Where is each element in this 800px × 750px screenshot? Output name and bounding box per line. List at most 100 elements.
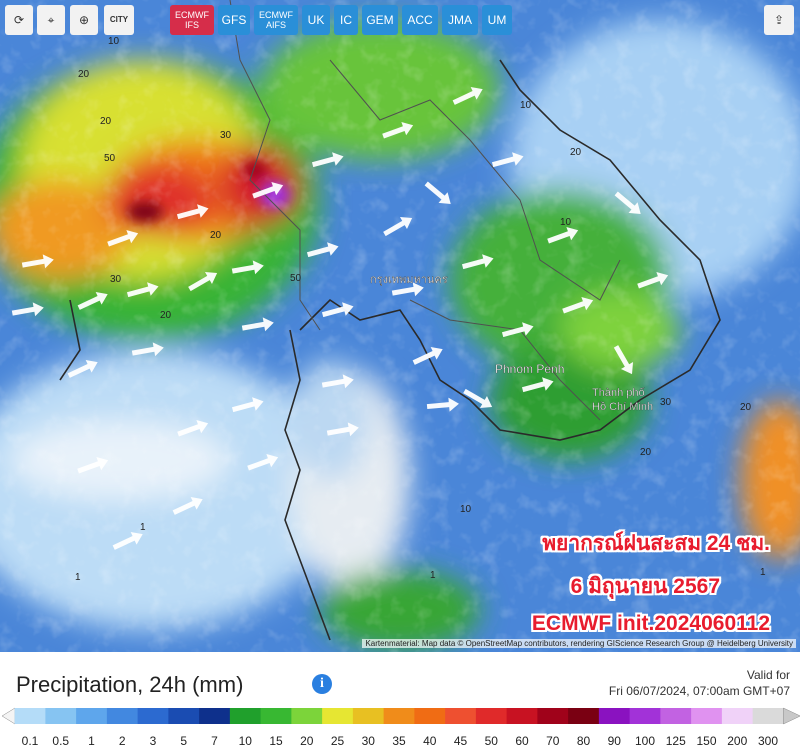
scale-label: 45 xyxy=(454,734,468,748)
wind-arrow xyxy=(452,86,483,105)
map-label: กรุงเทพมหานคร xyxy=(370,274,448,286)
map-label: 1 xyxy=(430,570,436,581)
scale-swatch xyxy=(660,708,692,724)
map-label: 30 xyxy=(110,274,122,285)
scale-swatch xyxy=(229,708,262,724)
map-label: 30 xyxy=(660,397,672,408)
scale-label: 7 xyxy=(211,734,218,748)
info-button[interactable]: i xyxy=(312,674,332,694)
scale-swatch xyxy=(598,708,631,724)
overlay-init: ECMWF init.2024060112 xyxy=(531,612,770,635)
scale-label: 15 xyxy=(269,734,283,748)
map-labels: กรุงเทพมหานคร Phnom Penh Thành phố Hồ Chí M… xyxy=(75,36,766,583)
map-label: 20 xyxy=(210,230,222,241)
scale-label: 70 xyxy=(546,734,560,748)
zoom-button[interactable]: ⊕ xyxy=(70,5,98,35)
scale-swatch xyxy=(199,708,231,724)
valid-time: Fri 06/07/2024, 07:00am GMT+07 xyxy=(608,684,790,698)
wind-arrow xyxy=(412,346,443,365)
scale-swatch xyxy=(106,708,139,724)
scale-swatch xyxy=(414,708,446,724)
refresh-button[interactable]: ⟳ xyxy=(5,5,33,35)
wind-arrow xyxy=(637,272,669,289)
map-label: 1 xyxy=(760,567,766,578)
wind-arrow xyxy=(247,454,279,471)
scale-label: 80 xyxy=(577,734,591,748)
map-label: 20 xyxy=(100,116,112,127)
scale-swatch xyxy=(691,708,723,724)
scale-label: 2 xyxy=(119,734,126,748)
wind-arrow xyxy=(11,302,44,317)
wind-arrow xyxy=(424,181,451,204)
scale-swatch xyxy=(445,708,477,724)
location-button[interactable]: ⌖ xyxy=(37,5,65,35)
model-button[interactable]: ECMWF IFS xyxy=(170,5,214,35)
map-label: Thành phố xyxy=(592,387,645,399)
scale-label: 30 xyxy=(362,734,376,748)
wind-arrow xyxy=(613,345,634,375)
model-button[interactable]: ECMWF AIFS xyxy=(254,5,298,35)
wind-arrow xyxy=(231,260,264,275)
scale-label: 150 xyxy=(696,734,716,748)
model-button[interactable]: GEM xyxy=(362,5,398,35)
map-label: 10 xyxy=(520,100,532,111)
attribution: Kartenmaterial: Map data © OpenStreetMap… xyxy=(362,639,796,648)
map-label: 10 xyxy=(108,36,120,47)
scale-label: 0.5 xyxy=(52,734,69,748)
wind-arrow xyxy=(177,420,209,437)
scale-swatch xyxy=(168,708,200,724)
model-button[interactable]: ACC xyxy=(402,5,438,35)
map-label: 10 xyxy=(460,504,472,515)
wind-arrow xyxy=(107,230,139,247)
wind-arrow xyxy=(172,496,203,515)
scale-swatch xyxy=(14,708,46,724)
wind-arrow xyxy=(463,388,493,409)
scale-label: 40 xyxy=(423,734,437,748)
map-label: 20 xyxy=(570,147,582,158)
map-label: 30 xyxy=(220,130,232,141)
wind-arrow xyxy=(326,422,359,437)
wind-arrow xyxy=(562,297,594,314)
map-label: 10 xyxy=(560,217,572,228)
model-button[interactable]: JMA xyxy=(442,5,478,35)
scale-swatch xyxy=(537,708,569,724)
share-button[interactable]: ⇪ xyxy=(764,5,794,35)
scale-swatch xyxy=(752,708,784,724)
scale-label: 100 xyxy=(635,734,655,748)
wind-arrow xyxy=(231,397,264,413)
scale-swatch xyxy=(475,708,508,724)
map-label: 50 xyxy=(104,153,116,164)
wind-arrows xyxy=(11,86,669,550)
wind-arrow xyxy=(306,242,339,258)
scale-label: 0.1 xyxy=(22,734,39,748)
precipitation-map[interactable]: กรุงเทพมหานคร Phnom Penh Thành phố Hồ Chí M… xyxy=(0,0,800,652)
model-button[interactable]: UM xyxy=(482,5,512,35)
scale-arrow-left xyxy=(1,707,16,725)
wind-arrow xyxy=(112,531,143,550)
wind-arrow xyxy=(501,322,534,338)
map-label: 20 xyxy=(160,310,172,321)
scale-arrow-right xyxy=(783,707,800,725)
color-scale: 0.1 0.5 1 2 3 5 7 10 15 20 25 30 35 40 45 50 60 70 80 90 100… xyxy=(1,707,800,748)
scale-swatch xyxy=(506,708,538,724)
model-button[interactable]: IC xyxy=(334,5,358,35)
wind-arrow xyxy=(252,182,284,199)
city-button[interactable]: CITY xyxy=(104,5,134,35)
wind-arrow xyxy=(321,374,354,389)
wind-arrow xyxy=(461,254,494,270)
map-label: 20 xyxy=(78,69,90,80)
scale-swatch xyxy=(45,708,77,724)
scale-swatch xyxy=(383,708,415,724)
scale-swatch xyxy=(352,708,385,724)
legend-title: Precipitation, 24h (mm) xyxy=(16,672,244,697)
map-label: 20 xyxy=(640,447,652,458)
scale-label: 5 xyxy=(180,734,187,748)
scale-label: 25 xyxy=(331,734,345,748)
coastlines xyxy=(59,59,721,641)
scale-swatch xyxy=(291,708,323,724)
model-button[interactable]: UK xyxy=(302,5,330,35)
wind-arrow xyxy=(21,254,54,269)
model-button[interactable]: GFS xyxy=(218,5,250,35)
map-label: 1 xyxy=(75,572,81,583)
